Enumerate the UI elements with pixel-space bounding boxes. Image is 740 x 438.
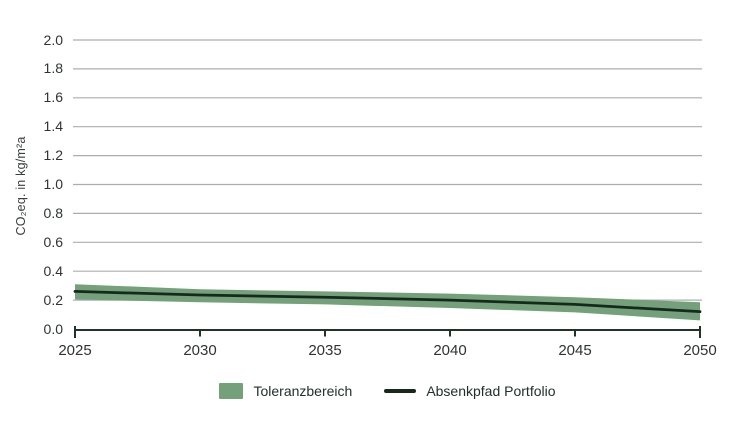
y-tick-label: 2.0: [43, 31, 63, 48]
y-tick-label: 1.4: [43, 118, 63, 135]
y-tick-label: 0.6: [43, 233, 63, 250]
x-tick-label: 2025: [58, 342, 92, 359]
reduction-path-line: [73, 290, 702, 314]
legend-item-toleranzbereich: Toleranzbereich: [219, 383, 352, 399]
x-tick-label: 2030: [183, 342, 217, 359]
legend: Toleranzbereich Absenkpfad Portfolio: [75, 383, 700, 399]
y-tick-label: 1.8: [43, 60, 63, 77]
y-tick-label: 0.0: [43, 320, 63, 337]
x-tick-label: 2040: [433, 342, 467, 359]
legend-item-absenkpfad-portfolio: Absenkpfad Portfolio: [384, 383, 556, 399]
x-tick-label: 2035: [308, 342, 342, 359]
y-tick-label: 1.6: [43, 89, 63, 106]
tolerance-band: [75, 284, 700, 321]
x-tick-label: 2045: [558, 342, 592, 359]
y-tick-label: 1.2: [43, 147, 63, 164]
legend-label: Toleranzbereich: [253, 383, 353, 399]
y-tick-label: 0.8: [43, 204, 63, 221]
y-tick-label: 0.4: [43, 262, 63, 279]
x-tick-label: 2050: [683, 342, 717, 359]
legend-label: Absenkpfad Portfolio: [426, 383, 556, 399]
band-swatch-icon: [219, 383, 244, 399]
y-tick-label: 1.0: [43, 176, 63, 192]
line-swatch-icon: [384, 389, 417, 393]
y-tick-label: 0.2: [43, 291, 63, 308]
